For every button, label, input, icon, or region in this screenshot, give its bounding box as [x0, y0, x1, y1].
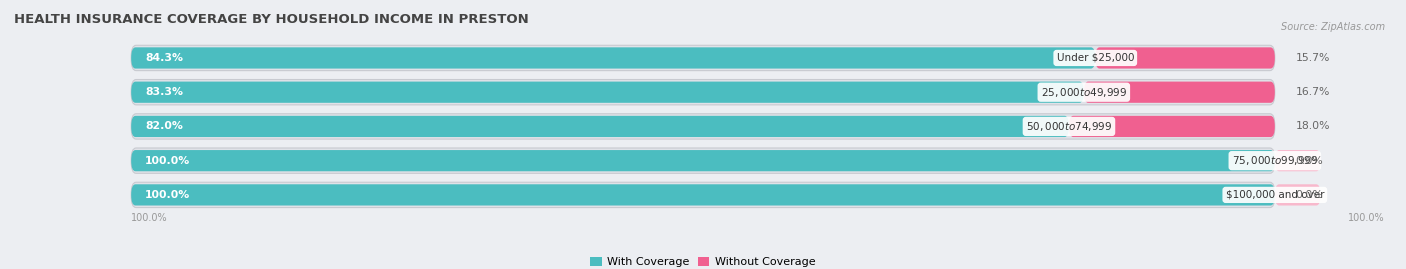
Text: 100.0%: 100.0%	[145, 156, 190, 166]
Text: 0.0%: 0.0%	[1295, 156, 1323, 166]
Text: $75,000 to $99,999: $75,000 to $99,999	[1232, 154, 1317, 167]
Text: 100.0%: 100.0%	[1348, 213, 1385, 223]
FancyBboxPatch shape	[131, 45, 1275, 71]
Text: 18.0%: 18.0%	[1295, 121, 1330, 132]
FancyBboxPatch shape	[131, 148, 1275, 173]
FancyBboxPatch shape	[1069, 116, 1275, 137]
Text: Under $25,000: Under $25,000	[1056, 53, 1135, 63]
FancyBboxPatch shape	[131, 184, 1275, 206]
Text: 0.0%: 0.0%	[1295, 190, 1323, 200]
Text: 84.3%: 84.3%	[145, 53, 183, 63]
FancyBboxPatch shape	[1275, 150, 1320, 171]
Text: HEALTH INSURANCE COVERAGE BY HOUSEHOLD INCOME IN PRESTON: HEALTH INSURANCE COVERAGE BY HOUSEHOLD I…	[14, 13, 529, 26]
Text: $50,000 to $74,999: $50,000 to $74,999	[1026, 120, 1112, 133]
Text: 16.7%: 16.7%	[1295, 87, 1330, 97]
Legend: With Coverage, Without Coverage: With Coverage, Without Coverage	[586, 252, 820, 269]
Text: 100.0%: 100.0%	[131, 213, 167, 223]
FancyBboxPatch shape	[131, 150, 1275, 171]
FancyBboxPatch shape	[131, 80, 1275, 105]
FancyBboxPatch shape	[131, 47, 1095, 69]
Text: 100.0%: 100.0%	[145, 190, 190, 200]
FancyBboxPatch shape	[1084, 82, 1275, 103]
Text: 82.0%: 82.0%	[145, 121, 183, 132]
Text: Source: ZipAtlas.com: Source: ZipAtlas.com	[1281, 22, 1385, 31]
FancyBboxPatch shape	[131, 182, 1275, 208]
FancyBboxPatch shape	[131, 116, 1069, 137]
FancyBboxPatch shape	[1275, 184, 1320, 206]
Text: 15.7%: 15.7%	[1295, 53, 1330, 63]
FancyBboxPatch shape	[1095, 47, 1275, 69]
Text: $100,000 and over: $100,000 and over	[1226, 190, 1324, 200]
Text: 83.3%: 83.3%	[145, 87, 183, 97]
Text: $25,000 to $49,999: $25,000 to $49,999	[1040, 86, 1128, 99]
FancyBboxPatch shape	[131, 114, 1275, 139]
FancyBboxPatch shape	[131, 82, 1084, 103]
